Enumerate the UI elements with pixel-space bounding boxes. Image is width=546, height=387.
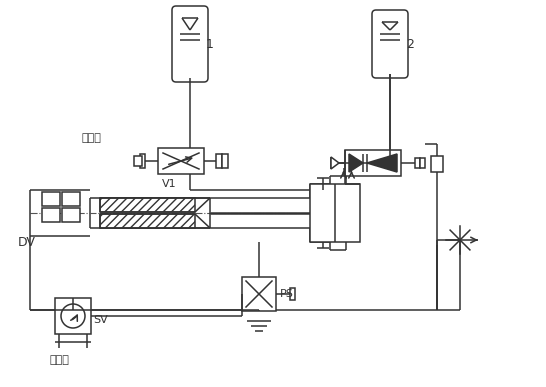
Bar	[100, 198, 195, 212]
Bar	[290, 288, 295, 300]
Text: 2: 2	[406, 38, 414, 50]
Bar	[415, 158, 420, 168]
Text: V1: V1	[162, 179, 176, 189]
Bar	[62, 192, 80, 206]
Polygon shape	[349, 154, 363, 172]
Text: 来自泵: 来自泵	[49, 355, 69, 365]
Text: SV: SV	[93, 315, 108, 325]
Bar	[310, 184, 360, 242]
Text: PS: PS	[280, 289, 294, 299]
Polygon shape	[331, 157, 339, 169]
Bar	[222, 154, 228, 168]
Bar	[100, 214, 195, 228]
Polygon shape	[367, 154, 397, 172]
Bar	[242, 277, 276, 311]
Bar	[140, 154, 145, 168]
Text: 电讯号: 电讯号	[82, 133, 102, 143]
Bar	[42, 192, 60, 206]
Bar	[345, 150, 401, 176]
Text: DV: DV	[18, 236, 36, 248]
Bar	[420, 158, 425, 168]
Bar	[134, 156, 142, 166]
Bar	[431, 156, 443, 172]
FancyBboxPatch shape	[372, 10, 408, 78]
Bar	[216, 154, 222, 168]
Bar	[62, 208, 80, 222]
FancyBboxPatch shape	[172, 6, 208, 82]
Bar	[42, 208, 60, 222]
Text: 1: 1	[206, 38, 214, 50]
Circle shape	[61, 304, 85, 328]
Bar	[55, 298, 91, 334]
Bar	[158, 148, 204, 174]
